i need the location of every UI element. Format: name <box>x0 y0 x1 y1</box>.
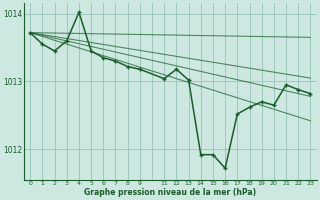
X-axis label: Graphe pression niveau de la mer (hPa): Graphe pression niveau de la mer (hPa) <box>84 188 256 197</box>
